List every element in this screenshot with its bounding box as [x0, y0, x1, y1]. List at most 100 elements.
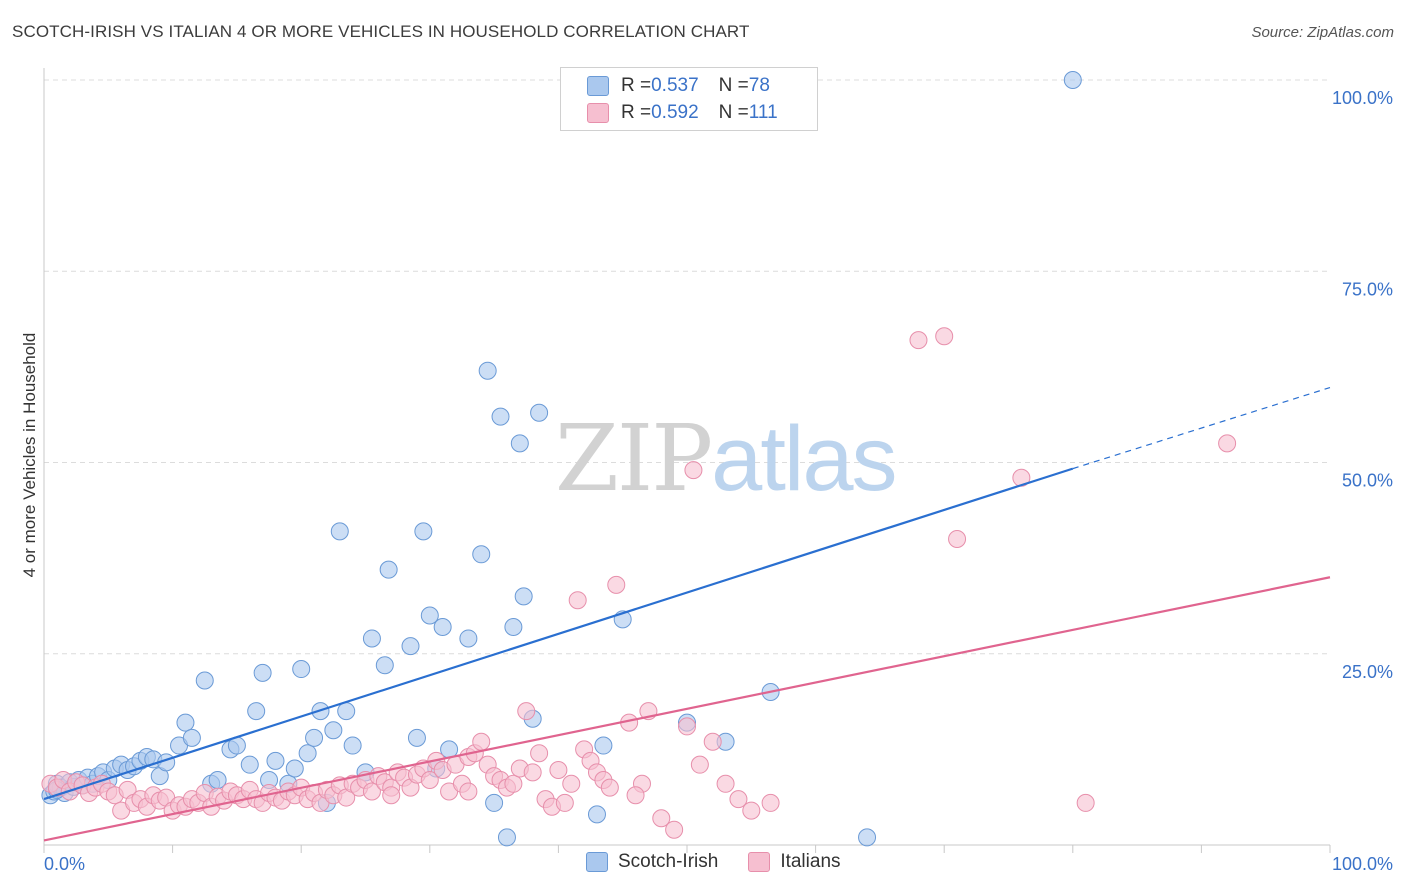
italians-point: [523, 763, 542, 782]
scotch-irish-point: [504, 617, 523, 636]
italians-point: [729, 790, 748, 809]
italians-point: [549, 761, 568, 780]
italians-point: [420, 770, 439, 789]
italians-point: [742, 801, 761, 820]
scotch-irish-point: [343, 736, 362, 755]
italians-point: [459, 782, 478, 801]
italians-point: [703, 732, 722, 751]
italians-point: [362, 782, 381, 801]
scotch-irish-point: [182, 728, 201, 747]
italians-point: [555, 793, 574, 812]
italians-point: [665, 820, 684, 839]
scotch-irish-point: [472, 545, 491, 564]
italians-points: [41, 327, 1237, 839]
italians-point: [517, 702, 536, 721]
italians-point: [530, 744, 549, 763]
scotch-irish-point: [240, 755, 259, 774]
n-value: 111: [748, 102, 778, 123]
italians-point: [716, 774, 735, 793]
legend-label: Scotch-Irish: [618, 851, 719, 872]
scotch-irish-trend-line: [43, 467, 1074, 801]
scotch-irish-trend-extension: [1072, 386, 1331, 470]
scotch-irish-point: [414, 522, 433, 541]
n-value: 78: [748, 75, 770, 96]
scotch-irish-point: [253, 663, 272, 682]
italians-point: [761, 793, 780, 812]
scotch-irish-point: [375, 656, 394, 675]
italians-point: [562, 774, 581, 793]
italians-point: [652, 809, 671, 828]
italians-point: [607, 575, 626, 594]
scotch-irish-point: [514, 587, 533, 606]
scotch-irish-point: [420, 606, 439, 625]
italians-point: [690, 755, 709, 774]
legend-label: Italians: [780, 851, 841, 872]
italians-point: [1076, 793, 1095, 812]
italians-point: [568, 591, 587, 610]
italians-point: [935, 327, 954, 346]
trend-lines: [43, 386, 1331, 842]
scotch-irish-point: [594, 736, 613, 755]
scotch-irish-point: [491, 407, 510, 426]
italians-point: [626, 786, 645, 805]
x-tick-label: 100.0%: [1332, 854, 1393, 874]
legend-row-italians: R = 0.592 N = 111: [587, 101, 778, 125]
scotch-irish-swatch: [586, 852, 608, 872]
italians-point: [1012, 468, 1031, 487]
source-credit: Source: ZipAtlas.com: [1251, 24, 1394, 41]
italians-trend-line: [43, 576, 1331, 842]
scotch-irish-point: [305, 728, 324, 747]
legend-item-scotch-irish: Scotch-Irish: [586, 851, 718, 873]
scotch-irish-point: [485, 793, 504, 812]
scotch-irish-point: [292, 660, 311, 679]
tick-labels: 25.0% 50.0% 75.0% 100.0% 0.0% 100.0%: [44, 88, 1393, 874]
y-tick-label: 50.0%: [1342, 471, 1393, 491]
italians-point: [678, 717, 696, 736]
italians-point: [472, 732, 491, 751]
scotch-irish-point: [337, 702, 356, 721]
legend-item-italians: Italians: [748, 851, 841, 873]
scotch-irish-point: [858, 828, 877, 847]
n-label: N =: [718, 102, 749, 123]
scotch-irish-point: [324, 721, 343, 740]
chart-title: SCOTCH-IRISH VS ITALIAN 4 OR MORE VEHICL…: [12, 22, 750, 41]
scotch-irish-point: [195, 671, 214, 690]
r-value: 0.592: [651, 102, 699, 123]
italians-point: [1218, 434, 1237, 453]
italians-swatch: [587, 103, 609, 123]
scotch-irish-point: [407, 728, 426, 747]
r-value: 0.537: [651, 75, 699, 96]
italians-point: [600, 778, 619, 797]
scotch-irish-point: [379, 560, 398, 579]
scotch-irish-point: [247, 702, 266, 721]
scotch-irish-point: [285, 759, 304, 778]
scotch-irish-point: [1063, 71, 1082, 89]
scotch-irish-point: [176, 713, 195, 732]
scotch-irish-point: [459, 629, 478, 648]
italians-point: [909, 331, 928, 350]
italians-swatch: [748, 852, 771, 872]
y-axis-label: 4 or more Vehicles in Household: [20, 332, 39, 578]
scotch-irish-point: [298, 744, 317, 763]
italians-point: [504, 774, 523, 793]
n-label: N =: [718, 75, 749, 96]
scotch-irish-point: [510, 434, 529, 453]
scotch-irish-point: [497, 828, 516, 847]
scotch-irish-point: [330, 522, 349, 541]
scotch-irish-point: [478, 361, 497, 380]
grid-lines: [44, 79, 1330, 655]
stats-legend: R = 0.537 N = 78 R = 0.592 N = 111: [560, 67, 818, 131]
series-legend: Scotch-Irish Italians: [586, 851, 871, 873]
legend-row-scotch-irish: R = 0.537 N = 78: [587, 74, 770, 98]
x-tick-label: 0.0%: [44, 854, 85, 874]
italians-point: [684, 461, 703, 480]
scotch-irish-point: [362, 629, 381, 648]
scotch-irish-point: [530, 403, 549, 422]
scotch-irish-point: [401, 637, 420, 656]
scotch-irish-swatch: [587, 76, 609, 96]
scotch-irish-point: [433, 617, 452, 636]
scotch-irish-points: [41, 71, 1082, 847]
italians-point: [382, 786, 401, 805]
italians-point: [948, 530, 967, 548]
